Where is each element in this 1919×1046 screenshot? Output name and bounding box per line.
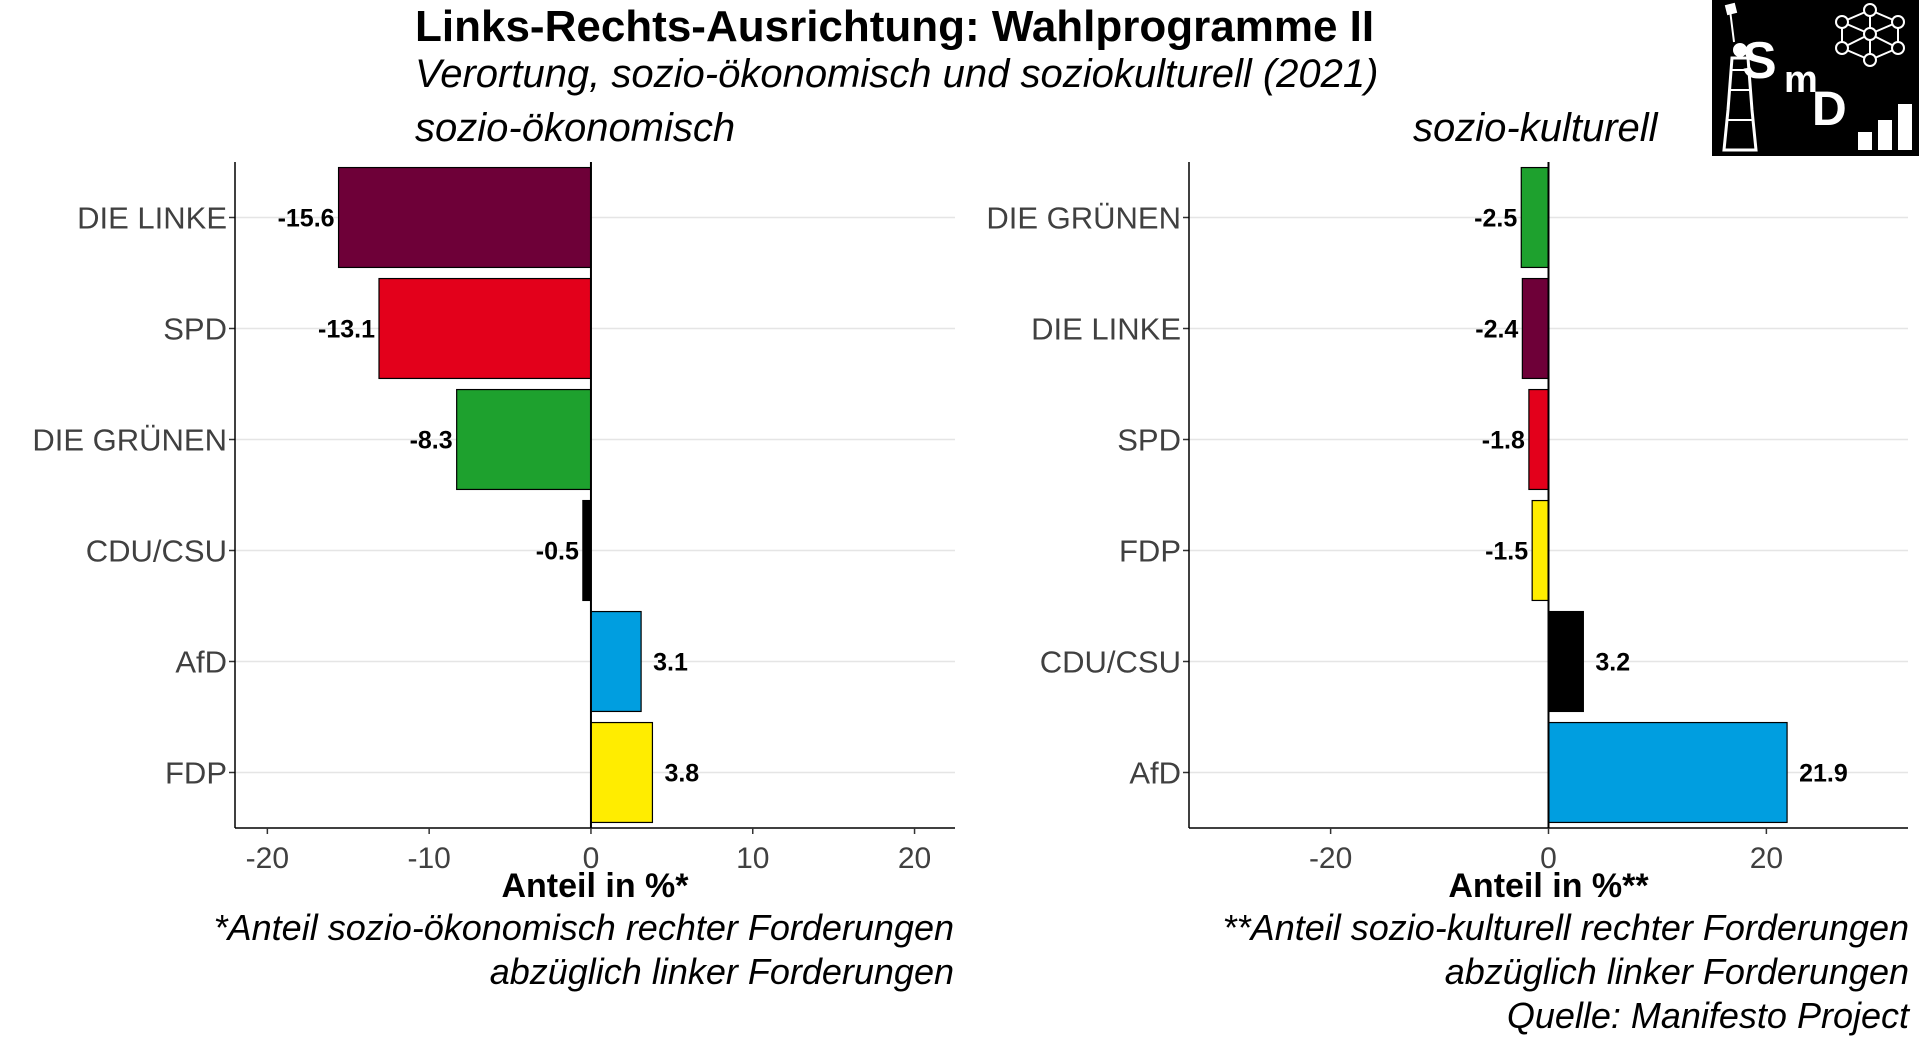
category-label: DIE GRÜNEN bbox=[32, 423, 227, 458]
bar bbox=[590, 610, 642, 713]
data-label: 21.9 bbox=[1799, 760, 1848, 788]
x-tick-label: -20 bbox=[1309, 842, 1352, 875]
x-tick-label: 20 bbox=[1750, 842, 1783, 875]
category-label: AfD bbox=[1129, 756, 1181, 791]
footnote-left-line-1: *Anteil sozio-ökonomisch rechter Forderu… bbox=[213, 907, 954, 948]
data-label: -8.3 bbox=[410, 427, 453, 455]
source-note: Quelle: Manifesto Project bbox=[1506, 995, 1909, 1036]
bar bbox=[590, 721, 654, 824]
data-label: -2.5 bbox=[1474, 205, 1517, 233]
footnote-left: *Anteil sozio-ökonomisch rechter Forderu… bbox=[214, 906, 954, 994]
bar bbox=[1521, 277, 1550, 380]
logo-letter-d: D bbox=[1812, 83, 1847, 136]
data-label: -0.5 bbox=[536, 538, 579, 566]
category-label: SPD bbox=[1117, 423, 1181, 458]
data-label: 3.8 bbox=[664, 760, 699, 788]
panel-sociocultural: -2.5 DIE GRÜNEN -2.4 DIE LINKE -1.8 SPD -1.5 FD… bbox=[986, 162, 1908, 905]
category-label: SPD bbox=[163, 312, 227, 347]
x-axis-label: Anteil in %** bbox=[1448, 867, 1649, 905]
chart-subtitle: Verortung, sozio-ökonomisch und soziokul… bbox=[415, 52, 1379, 96]
chart-title: Links-Rechts-Ausrichtung: Wahlprogramme … bbox=[415, 2, 1375, 51]
data-label: -1.5 bbox=[1485, 538, 1528, 566]
footnote-right: **Anteil sozio-kulturell rechter Forderu… bbox=[1223, 906, 1909, 1038]
panel-title-sociocultural: sozio-kulturell bbox=[1413, 106, 1658, 150]
logo-letter-s: S bbox=[1742, 32, 1777, 90]
panel-socioeconomic: -15.6 DIE LINKE -13.1 SPD -8.3 DIE GRÜNEN -0.5… bbox=[32, 162, 955, 905]
category-label: FDP bbox=[165, 756, 227, 791]
footnote-right-line-2: abzüglich linker Forderungen bbox=[1444, 951, 1909, 992]
x-tick-label: 0 bbox=[583, 842, 600, 875]
category-label: FDP bbox=[1119, 534, 1181, 569]
category-label: DIE GRÜNEN bbox=[986, 201, 1181, 236]
category-label: AfD bbox=[175, 645, 227, 680]
bar bbox=[1528, 388, 1550, 491]
bar bbox=[1547, 610, 1584, 713]
category-label: CDU/CSU bbox=[1040, 645, 1181, 680]
category-label: DIE LINKE bbox=[1031, 312, 1181, 347]
x-tick-label: 0 bbox=[1540, 842, 1557, 875]
logo-letter-m: m bbox=[1784, 59, 1818, 101]
footnote-right-line-1: **Anteil sozio-kulturell rechter Forderu… bbox=[1222, 907, 1909, 948]
data-label: -1.8 bbox=[1482, 427, 1525, 455]
x-tick-label: 20 bbox=[898, 842, 931, 875]
data-label: -13.1 bbox=[318, 316, 375, 344]
x-axis-label: Anteil in %* bbox=[501, 867, 689, 905]
category-label: DIE LINKE bbox=[77, 201, 227, 236]
bar bbox=[456, 388, 592, 491]
smd-logo: S m D bbox=[1712, 0, 1919, 156]
data-label: -2.4 bbox=[1475, 316, 1518, 344]
bar bbox=[1520, 166, 1550, 269]
data-label: -15.6 bbox=[278, 205, 335, 233]
data-label: 3.1 bbox=[653, 649, 688, 677]
category-label: CDU/CSU bbox=[86, 534, 227, 569]
bar bbox=[378, 277, 592, 380]
bar bbox=[1547, 721, 1788, 824]
bar bbox=[582, 499, 592, 602]
bar bbox=[1531, 499, 1550, 602]
x-tick-label: -20 bbox=[246, 842, 289, 875]
bar bbox=[337, 166, 592, 269]
x-tick-label: 10 bbox=[736, 842, 769, 875]
footnote-left-line-2: abzüglich linker Forderungen bbox=[489, 951, 954, 992]
smd-logo-icon: S m D bbox=[1722, 2, 1912, 152]
x-tick-label: -10 bbox=[407, 842, 450, 875]
data-label: 3.2 bbox=[1595, 649, 1630, 677]
panel-title-socioeconomic: sozio-ökonomisch bbox=[415, 106, 736, 150]
